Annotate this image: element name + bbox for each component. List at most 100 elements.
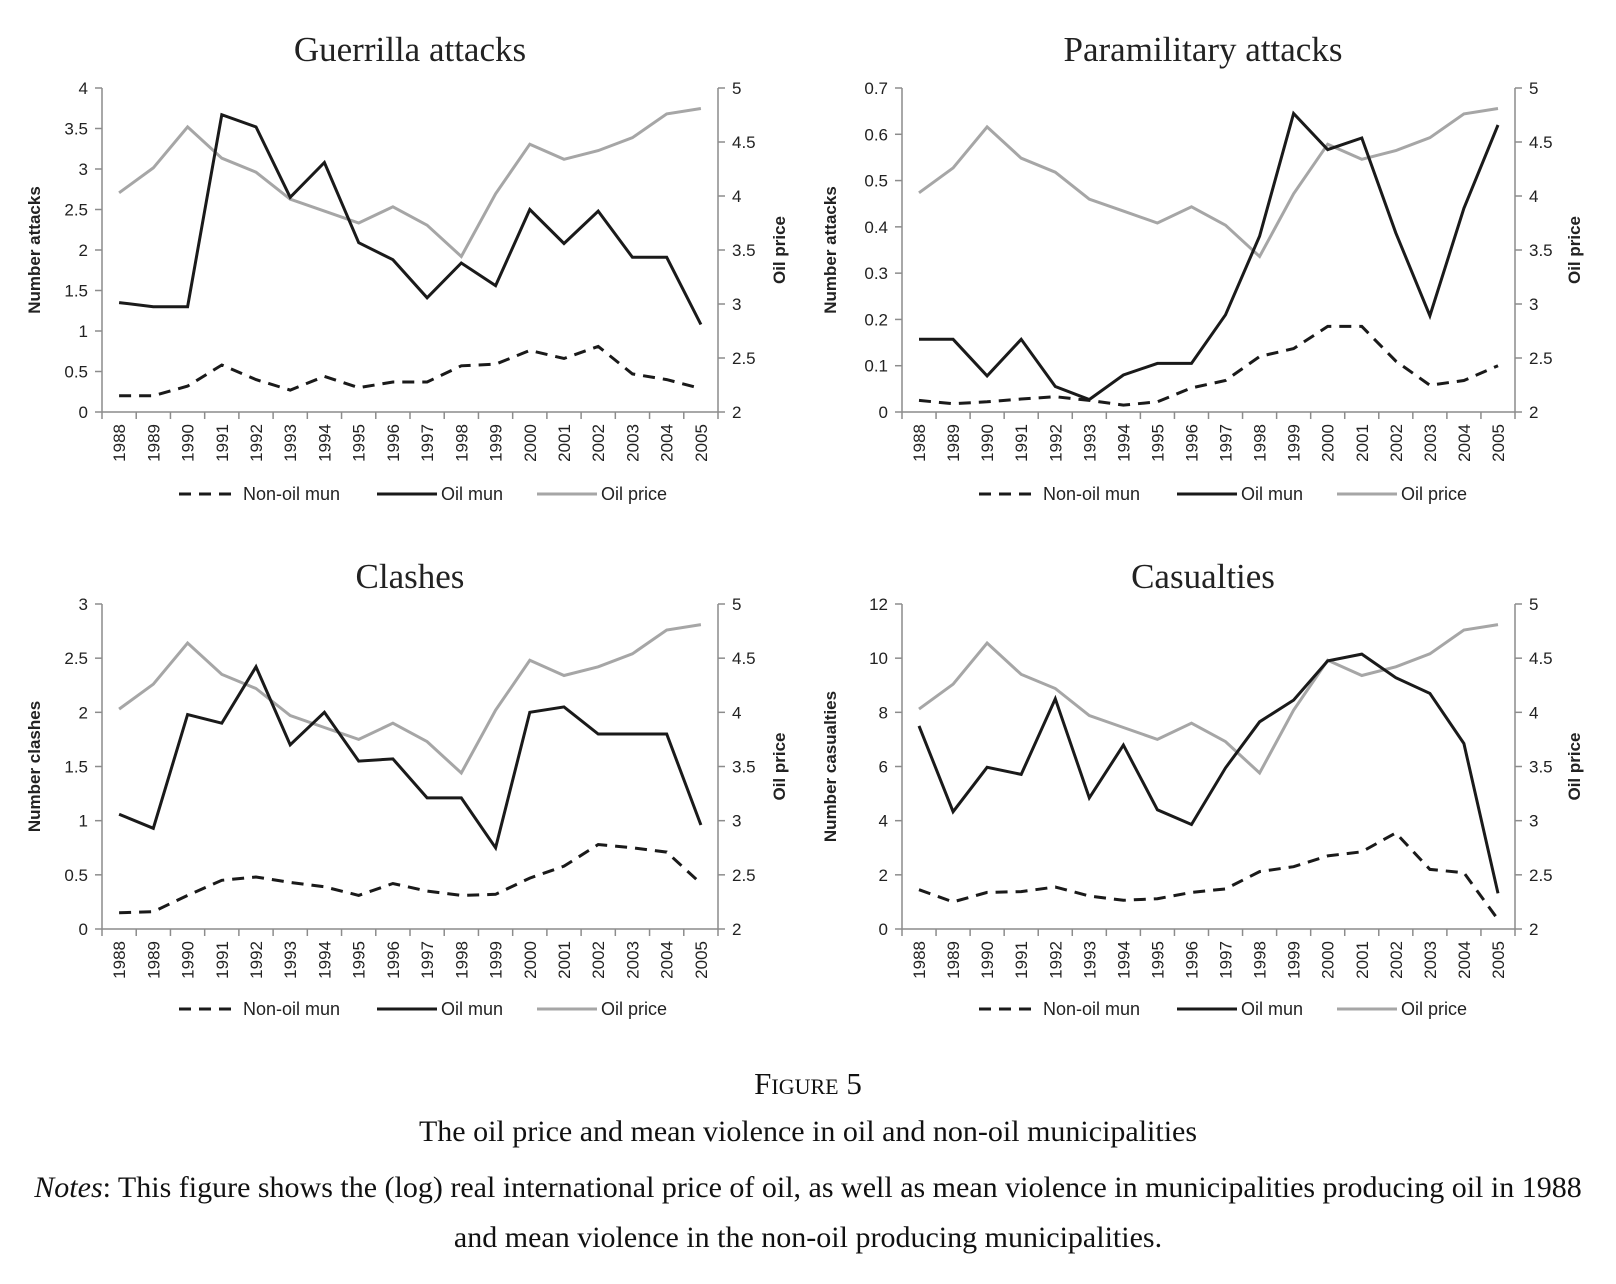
x-tick-label: 1995 [1148,424,1167,462]
y2-axis-label: Oil price [1565,216,1584,284]
x-tick-label: 1989 [144,424,163,462]
x-tick-label: 2004 [658,424,677,462]
x-tick-label: 1997 [1217,424,1236,462]
y-tick-label: 1.5 [64,758,88,777]
y2-tick-label: 4 [1529,703,1538,722]
series-line-oil-mun [919,110,1500,402]
x-tick-label: 2000 [1319,424,1338,462]
notes-text: : This figure shows the (log) real inter… [102,1171,1582,1254]
chart-title: Clashes [356,557,465,596]
figure-title: The oil price and mean violence in oil a… [418,1115,1198,1148]
legend-label: Oil price [601,484,667,504]
x-tick-label: 1993 [281,941,300,979]
y-tick-label: 0 [879,920,888,939]
legend-label: Non-oil mun [1043,999,1140,1019]
legend-label: Non-oil mun [243,999,340,1019]
x-tick-label: 2001 [555,424,574,462]
x-tick-label: 1999 [487,941,506,979]
x-tick-label: 1995 [1148,941,1167,979]
x-tick-label: 1989 [944,941,963,979]
y2-tick-label: 4.5 [1529,133,1553,152]
y2-tick-label: 5 [1529,79,1538,98]
x-tick-label: 1999 [1285,941,1304,979]
x-tick-label: 1993 [1080,941,1099,979]
y2-tick-label: 2.5 [1529,349,1553,368]
y-tick-label: 6 [879,758,888,777]
x-tick-label: 1997 [418,424,437,462]
y-tick-label: 2 [879,866,888,885]
x-tick-label: 1992 [247,941,266,979]
y-tick-label: 0.5 [864,172,888,191]
y-tick-label: 1 [79,322,88,341]
y2-tick-label: 4 [1529,187,1538,206]
x-tick-label: 2003 [1421,424,1440,462]
y2-tick-label: 2.5 [732,866,756,885]
x-tick-label: 1990 [179,424,198,462]
legend-label: Oil price [601,999,667,1019]
legend-label: Oil mun [441,999,503,1019]
chart-panel: Paramilitary attacks 0 0.1 0.2 0.3 0.4 0.5 0.6 0… [821,30,1584,504]
x-tick-label: 1997 [418,941,437,979]
x-tick-label: 1998 [452,424,471,462]
legend-label: Oil price [1401,484,1467,504]
y-tick-label: 12 [869,595,888,614]
x-tick-label: 2002 [1387,941,1406,979]
chart-panel: Guerrilla attacks 0 0.5 1 1.5 2 2.5 3 3.5 4 2 2.5 3 3… [25,30,789,504]
y-tick-label: 0.7 [864,79,888,98]
x-tick-label: 1991 [1012,424,1031,462]
chart-title: Paramilitary attacks [1064,30,1343,69]
x-tick-label: 1994 [315,941,334,979]
series-line-non-oil-mun [119,344,702,398]
y2-tick-label: 3 [1529,295,1538,314]
legend-label: Oil mun [1241,999,1303,1019]
series-line-oil-mun [917,652,1500,894]
y-tick-label: 0.6 [864,125,888,144]
x-tick-label: 1998 [452,941,471,979]
y2-tick-label: 2.5 [732,349,756,368]
x-tick-label: 1994 [1114,941,1133,979]
figure-label: Figure 5 [754,1066,862,1101]
y2-axis-label: Oil price [1565,732,1584,800]
x-tick-label: 1992 [1046,941,1065,979]
y-tick-label: 0.2 [864,310,888,329]
x-tick-label: 1988 [910,424,929,462]
x-tick-label: 2000 [521,941,540,979]
y2-tick-label: 3 [1529,812,1538,831]
x-tick-label: 1988 [110,941,129,979]
x-tick-label: 2003 [1421,941,1440,979]
y2-axis-label: Oil price [770,216,789,284]
y-tick-label: 0.1 [864,357,888,376]
y2-tick-label: 2 [1529,403,1538,422]
x-tick-label: 1996 [384,941,403,979]
x-tick-label: 2001 [1353,941,1372,979]
y-tick-label: 1 [79,812,88,831]
figure-notes: Notes: This figure shows the (log) real … [20,1163,1596,1263]
series-line-oil-mun [118,112,703,326]
x-tick-label: 1998 [1251,424,1270,462]
x-tick-label: 2002 [589,424,608,462]
y-tick-label: 0.5 [64,866,88,885]
y-tick-label: 0.5 [64,363,88,382]
x-tick-label: 1993 [1080,424,1099,462]
y2-tick-label: 2.5 [1529,866,1553,885]
x-tick-label: 2005 [1489,424,1508,462]
chart-panel: Clashes 0 0.5 1 1.5 2 2.5 3 2 2.5 3 3.5 4 4.5 5 1988 198… [25,557,789,1019]
y-tick-label: 8 [879,703,888,722]
series-line-oil-mun [118,663,703,852]
y2-tick-label: 4.5 [732,133,756,152]
x-tick-label: 2005 [692,424,711,462]
y2-tick-label: 2 [1529,920,1538,939]
x-tick-label: 1996 [1182,941,1201,979]
notes-label: Notes [34,1171,103,1204]
y2-tick-label: 3 [732,812,741,831]
x-tick-label: 2000 [521,424,540,462]
chart-panel: Casualties 0 2 4 6 8 10 12 2 2.5 3 3.5 4 4.5 5 1988 1989… [821,557,1584,1019]
y-tick-label: 0 [79,920,88,939]
y-tick-label: 0.3 [864,264,888,283]
x-tick-label: 2005 [1489,941,1508,979]
x-tick-label: 1990 [978,424,997,462]
y2-tick-label: 4.5 [1529,649,1553,668]
y2-tick-label: 4 [732,187,741,206]
y2-tick-label: 4.5 [732,649,756,668]
y-axis-label: Number casualties [821,691,840,842]
